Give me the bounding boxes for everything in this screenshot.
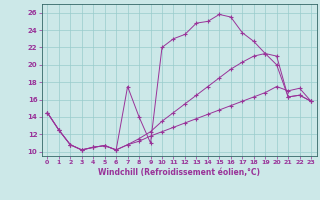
X-axis label: Windchill (Refroidissement éolien,°C): Windchill (Refroidissement éolien,°C) [98,168,260,177]
